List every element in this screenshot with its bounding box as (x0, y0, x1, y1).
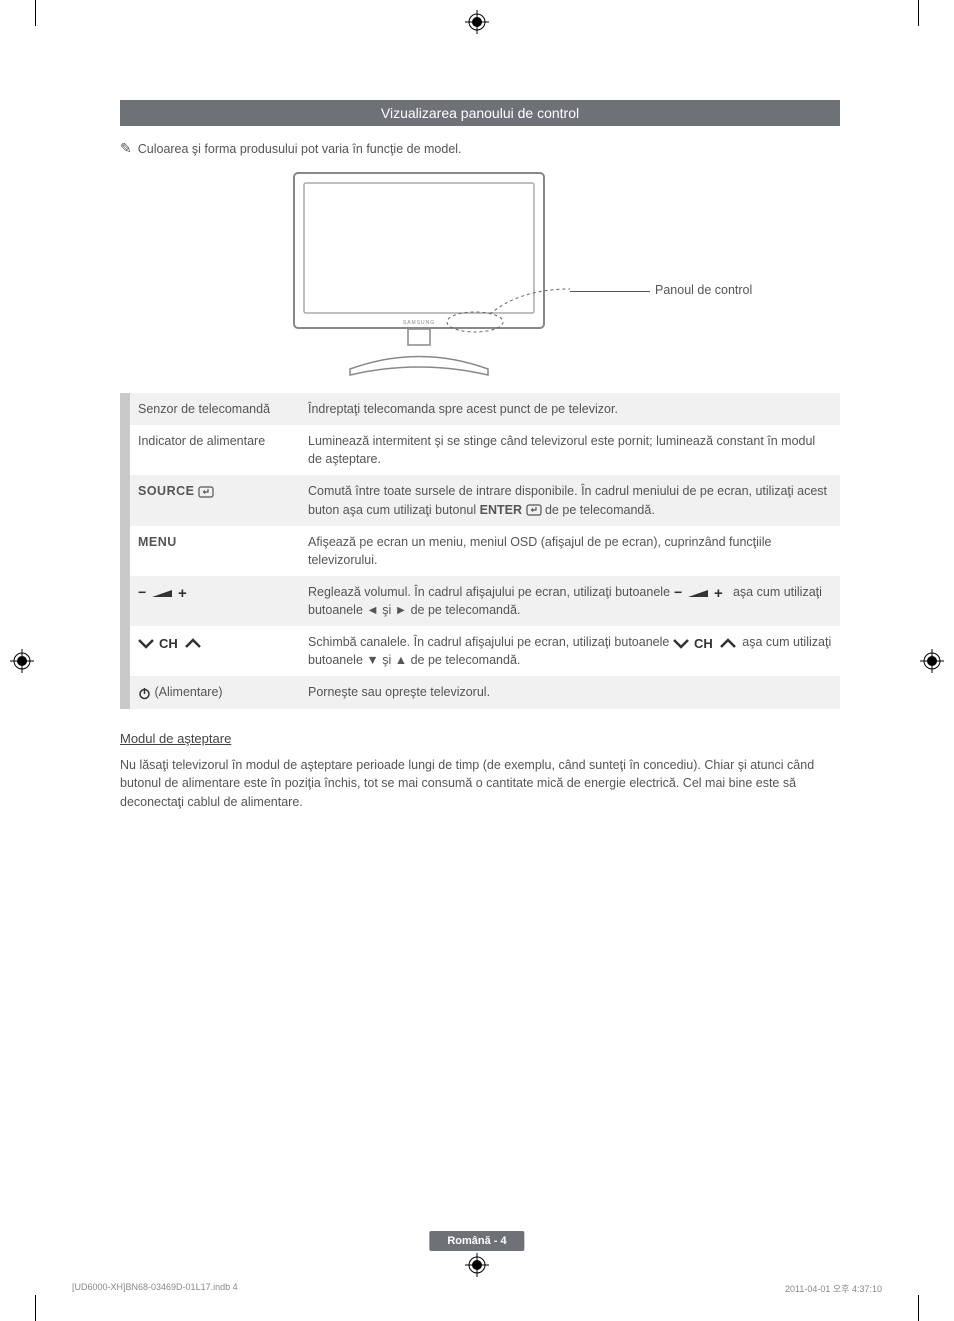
source-label: SOURCE (138, 484, 194, 498)
registration-mark (920, 649, 944, 673)
svg-text:CH: CH (694, 636, 713, 650)
table-row: SOURCE Comută între toate sursele de int… (120, 475, 840, 525)
row-desc: Luminează intermitent şi se stinge când … (300, 425, 840, 475)
table-row: − + Reglează volumul. În cadrul afişajul… (120, 576, 840, 626)
row-desc: Îndreptaţi telecomanda spre acest punct … (300, 393, 840, 425)
menu-label: MENU (138, 535, 177, 549)
volume-icon: − + (138, 586, 194, 600)
table-row: CH Schimbă canalele. În cadrul afişajulu… (120, 626, 840, 676)
row-label: Senzor de telecomandă (130, 393, 300, 425)
registration-mark (465, 1253, 489, 1277)
channel-icon: CH (673, 636, 739, 650)
registration-mark (465, 10, 489, 34)
row-bar (120, 676, 130, 708)
table-row: (Alimentare) Porneşte sau opreşte televi… (120, 676, 840, 708)
row-label: Indicator de alimentare (130, 425, 300, 475)
tv-figure: SAMSUNG Panoul de control (120, 169, 840, 379)
standby-body: Nu lăsaţi televizorul în modul de aştept… (120, 756, 840, 812)
print-footer-left: [UD6000-XH]BN68-03469D-01L17.indb 4 (72, 1282, 238, 1295)
row-desc: Afişează pe ecran un meniu, meniul OSD (… (300, 526, 840, 576)
note-line: ✎ Culoarea şi forma produsului pot varia… (120, 140, 840, 157)
svg-text:+: + (178, 586, 187, 600)
table-row: Senzor de telecomandă Îndreptaţi telecom… (120, 393, 840, 425)
crop-mark (918, 1295, 919, 1321)
print-footer: [UD6000-XH]BN68-03469D-01L17.indb 4 2011… (72, 1282, 882, 1295)
source-desc-2: de pe telecomandă. (545, 503, 655, 517)
row-bar (120, 576, 130, 626)
power-label: (Alimentare) (154, 685, 222, 699)
page-footer: Română - 4 (429, 1231, 524, 1251)
svg-text:CH: CH (159, 636, 178, 650)
standby-heading: Modul de aşteptare (120, 731, 840, 746)
channel-desc-1: Schimbă canalele. În cadrul afişajului p… (308, 635, 673, 649)
row-label: SOURCE (130, 475, 300, 525)
enter-icon (198, 486, 214, 498)
print-footer-right: 2011-04-01 오후 4:37:10 (785, 1282, 882, 1295)
row-bar (120, 526, 130, 576)
row-bar (120, 626, 130, 676)
volume-icon: −+ (674, 586, 730, 600)
page-content: Vizualizarea panoului de control ✎ Culoa… (120, 100, 840, 812)
crop-mark (35, 0, 36, 26)
channel-icon: CH (138, 636, 204, 650)
note-icon: ✎ (120, 140, 132, 157)
row-desc: Schimbă canalele. În cadrul afişajului p… (300, 626, 840, 676)
svg-text:+: + (714, 586, 723, 600)
svg-text:−: − (138, 586, 146, 600)
table-row: Indicator de alimentare Luminează interm… (120, 425, 840, 475)
callout-line (570, 291, 650, 292)
row-desc: Comută între toate sursele de intrare di… (300, 475, 840, 525)
row-bar (120, 475, 130, 525)
crop-mark (918, 0, 919, 26)
row-bar (120, 393, 130, 425)
volume-desc-1: Reglează volumul. În cadrul afişajului p… (308, 585, 674, 599)
tv-illustration: SAMSUNG (290, 169, 580, 379)
row-bar (120, 425, 130, 475)
controls-table: Senzor de telecomandă Îndreptaţi telecom… (120, 393, 840, 709)
enter-icon (526, 504, 542, 516)
crop-mark (35, 1295, 36, 1321)
callout-label: Panoul de control (655, 283, 752, 297)
note-text: Culoarea şi forma produsului pot varia î… (138, 142, 462, 156)
row-desc: Porneşte sau opreşte televizorul. (300, 676, 840, 708)
row-label: − + (130, 576, 300, 626)
tv-brand-text: SAMSUNG (403, 320, 435, 326)
svg-text:−: − (674, 586, 682, 600)
power-icon (138, 687, 151, 700)
row-label: CH (130, 626, 300, 676)
table-row: MENU Afişează pe ecran un meniu, meniul … (120, 526, 840, 576)
row-label: MENU (130, 526, 300, 576)
row-label: (Alimentare) (130, 676, 300, 708)
registration-mark (10, 649, 34, 673)
row-desc: Reglează volumul. În cadrul afişajului p… (300, 576, 840, 626)
section-header: Vizualizarea panoului de control (120, 100, 840, 126)
